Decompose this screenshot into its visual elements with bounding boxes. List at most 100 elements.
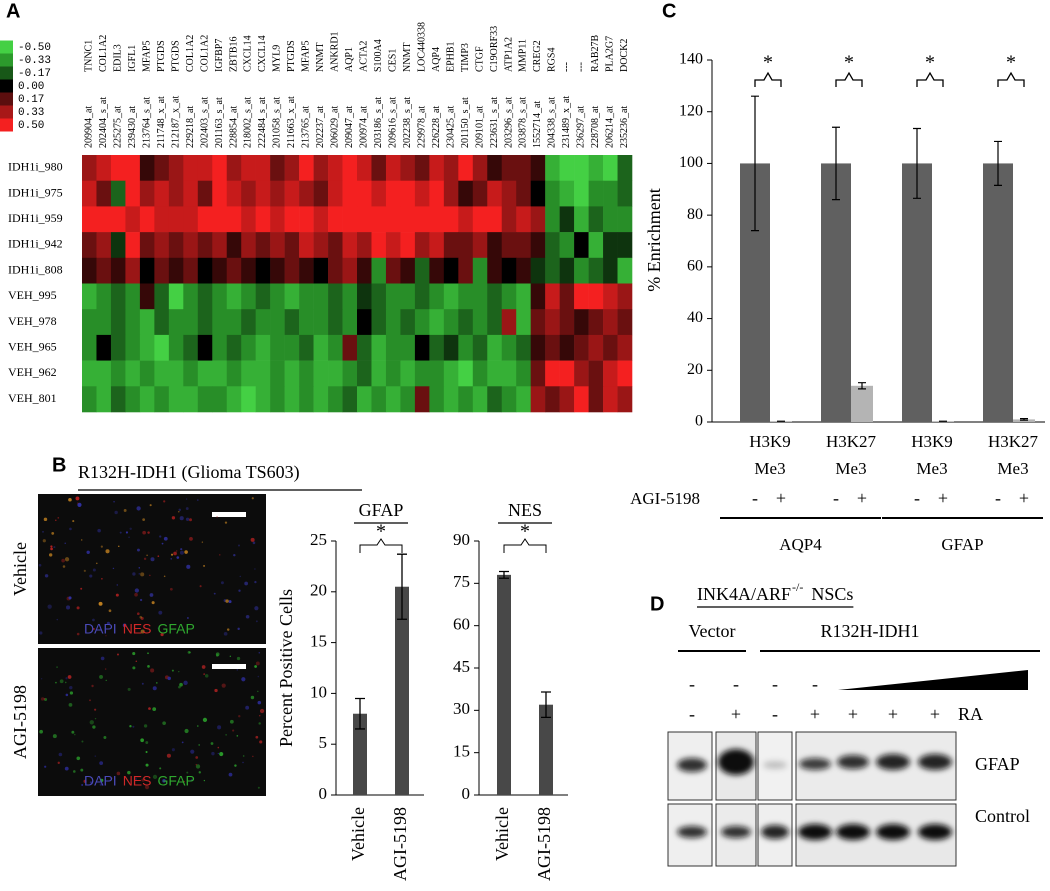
column-label: 203186_s_at <box>373 97 384 148</box>
heatmap-cell <box>501 334 517 361</box>
heatmap-cell <box>385 283 401 310</box>
error-bar <box>355 697 365 730</box>
heatmap-cell <box>241 257 256 284</box>
heatmap-cell <box>226 334 242 361</box>
speckle <box>140 616 144 620</box>
heatmap-cell <box>357 309 372 336</box>
image-label: Vehicle <box>10 542 30 596</box>
heatmap-cell <box>125 206 141 233</box>
heatmap-cell <box>487 206 503 233</box>
heatmap-cell <box>472 386 488 413</box>
panel-label: B <box>52 454 66 476</box>
significance-star: * <box>925 52 935 74</box>
speckle <box>69 691 74 695</box>
speckle <box>92 627 95 630</box>
heatmap-cell <box>96 206 112 233</box>
heatmap-cell <box>603 309 618 336</box>
speckle <box>114 510 118 515</box>
heatmap-cell <box>414 360 430 387</box>
heatmap-cell <box>96 334 112 361</box>
speckle <box>106 621 110 625</box>
legend-label: 0.00 <box>18 81 44 93</box>
speckle <box>112 567 115 570</box>
speckle <box>74 733 76 736</box>
x-tick-label: H3K9 <box>749 432 791 451</box>
heatmap-cell <box>472 334 488 361</box>
heatmap-cell <box>400 334 416 361</box>
heatmap-cell <box>342 180 358 207</box>
heatmap-cell <box>226 360 242 387</box>
speckle <box>252 541 256 545</box>
heatmap-cell <box>241 334 256 361</box>
row-label: VEH_962 <box>8 365 57 379</box>
speckle <box>42 531 44 533</box>
heatmap-cell <box>139 232 155 259</box>
heatmap-cell <box>414 206 430 233</box>
speckle <box>190 779 193 782</box>
heatmap-cell <box>270 155 285 181</box>
heatmap-cell <box>110 334 126 361</box>
heatmap-cell <box>357 386 372 413</box>
lane-marker: + <box>888 704 898 724</box>
heatmap-cell <box>487 180 503 207</box>
gene-label: --- <box>576 62 587 72</box>
speckle <box>132 652 136 656</box>
column-label: 236297_at <box>576 106 587 148</box>
heatmap-cell <box>530 180 546 207</box>
column-label: 229978_at <box>416 106 427 148</box>
heatmap-cell <box>545 386 560 413</box>
speckle <box>251 497 254 500</box>
speckle <box>116 653 119 656</box>
column-label: 239430_at <box>127 106 138 148</box>
heatmap-cell <box>472 257 488 284</box>
speckle <box>178 685 181 689</box>
gene-label: COL1A2 <box>199 35 210 72</box>
speckle <box>257 700 262 705</box>
heatmap-cell <box>96 386 112 413</box>
heatmap-cell <box>110 360 126 387</box>
speckle <box>195 756 199 759</box>
heatmap-cell <box>241 206 256 233</box>
heatmap-cell <box>371 360 387 387</box>
lane-group-label: Vector <box>689 621 736 641</box>
speckle <box>216 515 218 518</box>
heatmap-cell <box>212 309 228 336</box>
column-label: 209047_at <box>344 106 355 148</box>
speckle <box>81 740 84 743</box>
speckle <box>89 574 93 578</box>
heatmap-cell <box>429 206 445 233</box>
heatmap-cell <box>197 386 213 413</box>
lane-group-label: R132H-IDH1 <box>821 621 920 641</box>
gene-label: COL1A2 <box>185 35 196 72</box>
gene-label: RGS4 <box>547 48 558 72</box>
heatmap-cell <box>458 232 474 259</box>
speckle <box>254 580 257 584</box>
speckle <box>140 572 145 577</box>
heatmap-cell <box>588 309 604 336</box>
heatmap-cell <box>472 232 488 259</box>
panel-label: A <box>6 0 20 22</box>
x-tick-sublabel: Me3 <box>916 459 947 478</box>
column-label: 204338_s_at <box>547 97 558 148</box>
heatmap-cell <box>139 180 155 207</box>
heatmap-cell <box>487 155 503 181</box>
heatmap-cell <box>501 309 517 336</box>
speckle <box>50 547 53 551</box>
heatmap-cell <box>545 155 560 181</box>
y-tick-label: 100 <box>679 154 703 171</box>
treatment-marker: + <box>857 488 867 508</box>
panel-title: INK4A/ARF <box>697 584 791 604</box>
heatmap-cell <box>342 155 358 181</box>
heatmap-cell <box>501 155 517 181</box>
gene-label: TIMP3 <box>460 43 471 72</box>
speckle <box>257 675 260 678</box>
heatmap-cell <box>110 386 126 413</box>
heatmap-cell <box>472 283 488 310</box>
heatmap-cell <box>574 257 589 284</box>
gene-label: PTGDS <box>156 40 167 72</box>
speckle <box>187 651 191 654</box>
blot-label: GFAP <box>975 754 1020 774</box>
speckle <box>148 707 151 710</box>
speckle <box>190 749 195 754</box>
lane-marker: - <box>689 704 695 724</box>
